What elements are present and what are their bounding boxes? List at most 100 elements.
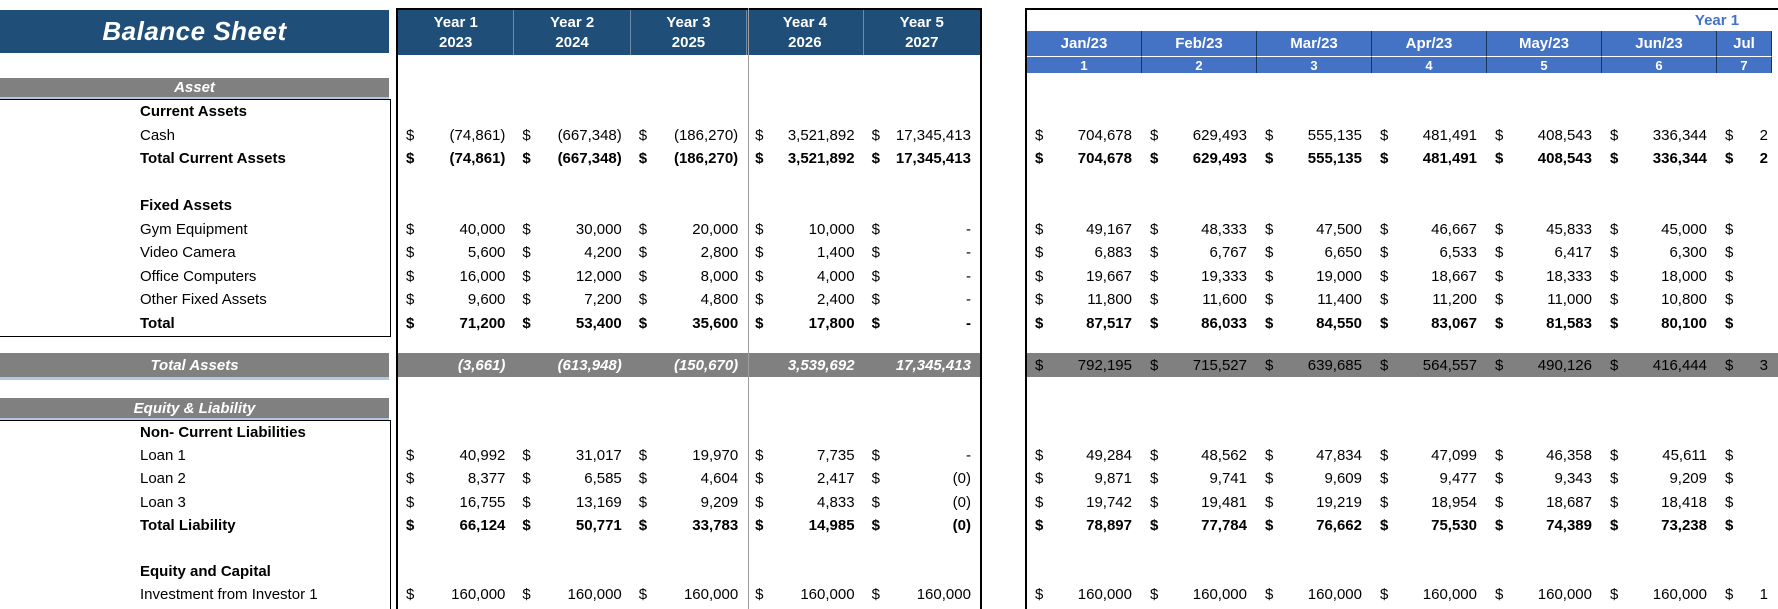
row-label[interactable]: Fixed Assets <box>0 194 389 218</box>
value-cell[interactable]: $66,124 <box>398 514 514 537</box>
value-cell[interactable]: $ (186,270) <box>631 147 747 171</box>
value-cell[interactable]: $46,358 <box>1487 444 1602 467</box>
value-cell[interactable]: $8,377 <box>398 467 514 490</box>
month-number-cell[interactable]: 4 <box>1372 56 1487 73</box>
value-cell[interactable]: $35,600 <box>631 312 747 336</box>
value-cell[interactable]: $19,219 <box>1257 491 1372 514</box>
row-label[interactable]: Total Liability <box>0 514 389 537</box>
value-cell[interactable]: $19,481 <box>1142 491 1257 514</box>
value-cell[interactable]: $50,771 <box>514 514 630 537</box>
value-cell[interactable]: $555,135 <box>1257 124 1372 148</box>
year-header-cell[interactable]: Year 4 2026 <box>747 10 864 55</box>
value-cell[interactable]: $18,418 <box>1602 491 1717 514</box>
value-cell[interactable]: $9,477 <box>1372 467 1487 490</box>
value-cell[interactable]: $5,600 <box>398 241 514 265</box>
value-cell[interactable]: $160,000 <box>864 583 980 606</box>
value-cell[interactable]: $18,667 <box>1372 265 1487 289</box>
equity-section-bar[interactable]: Equity & Liability <box>0 398 389 418</box>
asset-section-bar[interactable]: Asset <box>0 78 389 97</box>
value-cell[interactable]: $ - <box>864 265 980 289</box>
value-cell[interactable]: $7,200 <box>514 288 630 312</box>
value-cell[interactable]: $2,417 <box>747 467 863 490</box>
value-cell[interactable]: $30,000 <box>514 218 630 242</box>
month-number-cell[interactable]: 7 <box>1717 56 1772 73</box>
value-cell[interactable]: $9,609 <box>1257 467 1372 490</box>
value-cell[interactable]: $629,493 <box>1142 147 1257 171</box>
value-cell[interactable]: $18,000 <box>1602 265 1717 289</box>
month-header-cell[interactable]: May/23 <box>1487 31 1602 56</box>
total-assets-bar[interactable]: Total Assets <box>0 353 389 377</box>
month-number-cell[interactable]: 1 <box>1027 56 1142 73</box>
value-cell[interactable]: $75,530 <box>1372 514 1487 537</box>
row-label[interactable]: Total Current Assets <box>0 147 389 171</box>
value-cell[interactable]: $6,300 <box>1602 241 1717 265</box>
value-cell[interactable]: $9,209 <box>1602 467 1717 490</box>
total-assets-value-cell[interactable]: (613,948) <box>514 357 630 374</box>
value-cell[interactable]: $10,000 <box>747 218 863 242</box>
value-cell[interactable]: $715,527 <box>1142 357 1257 374</box>
row-label[interactable]: Investment from Investor 1 <box>0 583 389 606</box>
value-cell[interactable]: $31,017 <box>514 444 630 467</box>
value-cell[interactable]: $17,345,413 <box>864 124 980 148</box>
value-cell[interactable]: $11,200 <box>1372 288 1487 312</box>
value-cell[interactable]: $6,585 <box>514 467 630 490</box>
value-cell[interactable]: $18,954 <box>1372 491 1487 514</box>
value-cell[interactable]: $86,033 <box>1142 312 1257 336</box>
value-cell[interactable]: $19,333 <box>1142 265 1257 289</box>
value-cell[interactable]: $81,583 <box>1487 312 1602 336</box>
value-cell[interactable]: $1,400 <box>747 241 863 265</box>
row-label[interactable]: Non- Current Liabilities <box>0 421 389 444</box>
value-cell[interactable]: $160,000 <box>1602 583 1717 606</box>
value-cell[interactable]: $3,521,892 <box>747 124 863 148</box>
value-cell[interactable]: $40,992 <box>398 444 514 467</box>
value-cell[interactable]: $160,000 <box>514 583 630 606</box>
row-label[interactable]: Loan 1 <box>0 444 389 467</box>
value-cell[interactable]: $6,650 <box>1257 241 1372 265</box>
month-number-cell[interactable]: 3 <box>1257 56 1372 73</box>
month-number-cell[interactable]: 2 <box>1142 56 1257 73</box>
value-cell[interactable]: $11,600 <box>1142 288 1257 312</box>
total-assets-value-cell[interactable]: (3,661) <box>398 357 514 374</box>
value-cell[interactable]: $ <box>1717 288 1772 312</box>
value-cell[interactable]: $408,543 <box>1487 124 1602 148</box>
total-assets-value-cell[interactable]: 17,345,413 <box>864 357 980 374</box>
value-cell[interactable]: $336,344 <box>1602 147 1717 171</box>
year-header-cell[interactable]: Year 1 2023 <box>398 10 515 55</box>
value-cell[interactable]: $ - <box>864 288 980 312</box>
value-cell[interactable]: $12,000 <box>514 265 630 289</box>
value-cell[interactable]: $416,444 <box>1602 357 1717 374</box>
row-label[interactable]: Video Camera <box>0 241 389 265</box>
value-cell[interactable]: $11,800 <box>1027 288 1142 312</box>
value-cell[interactable]: $16,755 <box>398 491 514 514</box>
value-cell[interactable]: $160,000 <box>747 583 863 606</box>
value-cell[interactable]: $6,417 <box>1487 241 1602 265</box>
value-cell[interactable]: $53,400 <box>514 312 630 336</box>
value-cell[interactable]: $6,767 <box>1142 241 1257 265</box>
value-cell[interactable]: $49,284 <box>1027 444 1142 467</box>
value-cell[interactable]: $ <box>1717 444 1772 467</box>
value-cell[interactable]: $9,600 <box>398 288 514 312</box>
value-cell[interactable]: $4,200 <box>514 241 630 265</box>
value-cell[interactable]: $11,400 <box>1257 288 1372 312</box>
year-header-cell[interactable]: Year 2 2024 <box>514 10 631 55</box>
value-cell[interactable]: $ <box>1717 241 1772 265</box>
value-cell[interactable]: $3 <box>1717 357 1772 374</box>
row-label[interactable] <box>0 537 389 560</box>
value-cell[interactable]: $74,389 <box>1487 514 1602 537</box>
value-cell[interactable]: $83,067 <box>1372 312 1487 336</box>
value-cell[interactable]: $49,167 <box>1027 218 1142 242</box>
total-assets-value-cell[interactable]: 3,539,692 <box>747 357 863 374</box>
value-cell[interactable]: $ (0) <box>864 491 980 514</box>
value-cell[interactable]: $555,135 <box>1257 147 1372 171</box>
value-cell[interactable]: $73,238 <box>1602 514 1717 537</box>
value-cell[interactable]: $9,209 <box>631 491 747 514</box>
value-cell[interactable]: $2 <box>1717 147 1772 171</box>
value-cell[interactable]: $490,126 <box>1487 357 1602 374</box>
value-cell[interactable]: $ <box>1717 467 1772 490</box>
value-cell[interactable]: $71,200 <box>398 312 514 336</box>
value-cell[interactable]: $4,604 <box>631 467 747 490</box>
value-cell[interactable]: $19,970 <box>631 444 747 467</box>
value-cell[interactable]: $6,533 <box>1372 241 1487 265</box>
year-header-cell[interactable]: Year 3 2025 <box>631 10 748 55</box>
value-cell[interactable]: $ - <box>864 218 980 242</box>
